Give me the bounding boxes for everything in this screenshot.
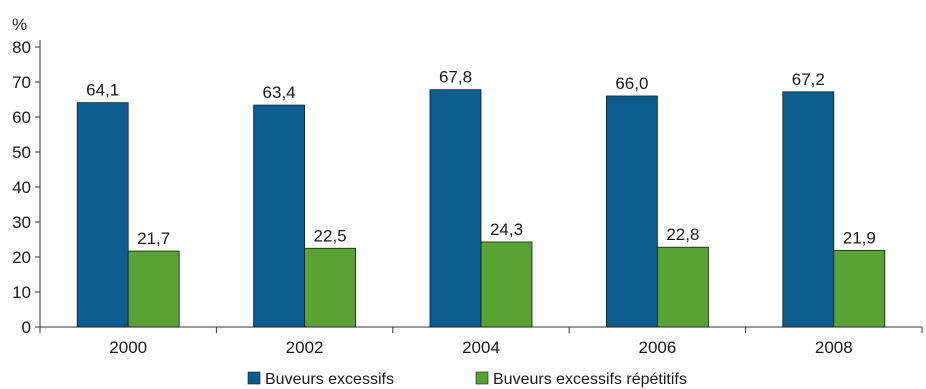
y-tick-label: 70 [12,73,31,92]
x-tick-label: 2000 [109,338,147,357]
legend-label: Buveurs excessifs [265,371,394,388]
bar [480,241,533,328]
legend-swatch [247,371,261,385]
x-tick-label: 2002 [286,338,324,357]
bars: 64,1 21,7 63,4 22,5 67,8 24,3 66,0 22,8 67,2 21,9 [76,68,886,328]
data-label: 63,4 [263,83,296,102]
data-label: 22,8 [666,225,699,244]
bar [253,104,306,328]
y-tick-label: 60 [12,108,31,127]
bar [76,102,129,328]
bar [304,247,357,328]
axes: % 0 10 20 30 40 50 60 70 80 2000 2002 2004 2006 2008 [12,15,923,357]
data-label: 67,2 [792,70,825,89]
data-label: 66,0 [615,74,648,93]
bar [429,89,482,328]
x-tick-label: 2006 [638,338,676,357]
bar [657,246,709,328]
bar [782,91,835,328]
data-label: 64,1 [86,81,119,100]
data-label: 21,9 [843,228,876,247]
bar [606,95,658,328]
legend: Buveurs excessifs Buveurs excessifs répét… [247,371,687,388]
y-tick-label: 0 [22,318,31,337]
data-label: 24,3 [490,220,523,239]
bar [127,250,180,328]
y-tick-label: 80 [12,38,31,57]
x-tick-label: 2008 [815,338,853,357]
data-label: 67,8 [439,68,472,87]
data-label: 21,7 [137,229,170,248]
y-tick-label: 10 [12,283,31,302]
y-tick-label: 40 [12,178,31,197]
y-tick-label: 20 [12,248,31,267]
y-tick-label: 30 [12,213,31,232]
legend-swatch [475,371,489,385]
y-axis-label: % [12,15,27,34]
y-tick-label: 50 [12,143,31,162]
legend-label: Buveurs excessifs répétitifs [493,371,687,388]
data-label: 22,5 [314,226,347,245]
x-tick-label: 2004 [462,338,500,357]
bar [833,249,886,328]
